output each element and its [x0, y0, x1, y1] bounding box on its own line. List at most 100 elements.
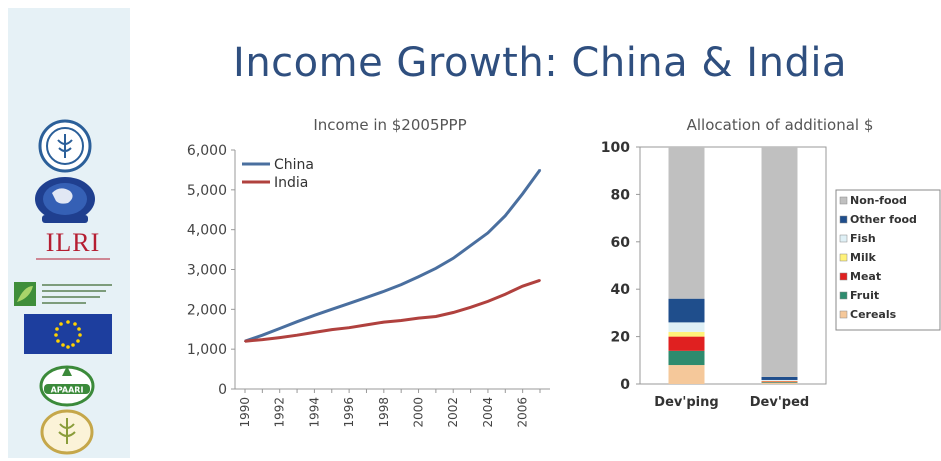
y-tick-label: 0: [620, 377, 630, 393]
legend-swatch: [839, 272, 848, 281]
cgiar-globe-logo: [35, 177, 95, 223]
ilri-logo-text: ILRI: [45, 228, 101, 257]
apaari-logo: APAARI: [39, 365, 95, 407]
x-tick-label: 1990: [238, 397, 252, 428]
apaari-logo-text: APAARI: [51, 386, 84, 395]
y-tick-label: 4,000: [187, 223, 227, 239]
data-point-india: [382, 321, 385, 323]
plot-area: [639, 146, 827, 385]
data-point-india: [417, 317, 420, 319]
data-point-india: [435, 315, 437, 318]
y-tick-label: 60: [611, 235, 631, 251]
bar-segment-fruit: [761, 382, 798, 383]
partner-small-logo: [14, 282, 112, 306]
data-point-india: [244, 340, 246, 343]
legend-swatch: [839, 291, 848, 300]
data-point-india: [469, 306, 472, 309]
logo-sidebar: ILRI APAARI: [8, 8, 130, 458]
y-tick-label: 0: [218, 382, 227, 398]
y-tick-label: 3,000: [187, 263, 227, 279]
bar-segment-fruit: [668, 350, 705, 366]
x-tick-label: 1992: [273, 397, 287, 428]
legend-swatch: [839, 253, 848, 262]
income-line-chart: Income in $2005PPP 0 1,000 2,000 3,000 4,000…: [187, 116, 550, 428]
data-point-india: [261, 338, 264, 341]
data-point-china: [365, 296, 368, 299]
legend-label: Meat: [850, 270, 881, 283]
bar-segment-meat: [761, 381, 798, 383]
data-point-india: [487, 300, 489, 303]
bar-segment-meat: [668, 336, 705, 351]
x-tick-label: 2006: [516, 397, 530, 428]
data-point-china: [296, 320, 298, 323]
data-point-china: [261, 334, 264, 337]
data-point-china: [417, 275, 420, 278]
data-point-india: [313, 331, 316, 334]
bar-chart-title: Allocation of additional $: [687, 116, 874, 134]
y-tick-label: 5,000: [187, 183, 227, 199]
legend-label: Fruit: [850, 289, 879, 302]
data-point-china: [435, 267, 437, 270]
data-point-india: [452, 311, 455, 314]
data-point-china: [382, 290, 385, 293]
y-tick-label: 20: [611, 330, 631, 346]
eu-flag-logo: [24, 314, 112, 354]
legend-label: China: [274, 157, 314, 173]
legend-swatch: [839, 234, 848, 243]
data-point-india: [330, 328, 333, 331]
bar-segment-non-food: [668, 147, 705, 299]
data-point-china: [452, 257, 455, 260]
data-point-china: [539, 169, 541, 171]
legend-label: Fish: [850, 232, 876, 245]
ilri-logo: ILRI: [28, 228, 118, 260]
legend-swatch: [839, 215, 848, 224]
legend-swatch: [839, 196, 848, 205]
fao-logo: [38, 119, 92, 173]
data-point-china: [278, 327, 281, 330]
bar-segment-other-food: [668, 298, 705, 323]
x-tick-label: 1998: [377, 397, 391, 428]
y-tick-label: 2,000: [187, 302, 227, 318]
legend-swatch: [839, 310, 848, 319]
x-tick-label: 1994: [307, 397, 321, 428]
data-point-china: [400, 283, 403, 286]
y-tick-label: 6,000: [187, 143, 227, 159]
data-point-china: [348, 302, 350, 305]
x-tick-label: 2000: [412, 397, 426, 428]
series-line-india: [244, 278, 541, 343]
data-point-china: [313, 314, 316, 317]
y-tick-label: 100: [601, 140, 630, 156]
bar-segment-other-food: [761, 376, 798, 380]
bar-segment-fish: [761, 379, 798, 381]
bar-segment-milk: [668, 331, 705, 337]
slide-title: Income Growth: China & India: [233, 40, 847, 86]
x-category-label: Dev'ping: [654, 395, 718, 410]
x-tick-label: 2004: [481, 397, 495, 428]
legend-label: Cereals: [850, 308, 897, 321]
partner-round-logo: [40, 409, 94, 455]
data-point-india: [296, 334, 298, 337]
data-point-india: [400, 319, 403, 322]
data-point-india: [278, 336, 281, 339]
allocation-bar-chart: Allocation of additional $ 0 20 40 60 80 100 D…: [601, 116, 941, 410]
bar-segment-cereals: [668, 365, 705, 384]
bar-segment-cereals: [761, 382, 798, 384]
data-point-india: [521, 285, 524, 288]
data-point-china: [487, 232, 489, 234]
legend-label: Milk: [850, 251, 876, 264]
data-point-india: [504, 293, 507, 296]
data-point-china: [469, 244, 472, 247]
bar-segment-non-food: [761, 147, 798, 377]
series-line-china: [244, 169, 542, 343]
y-tick-label: 1,000: [187, 342, 227, 358]
x-category-label: Dev'ped: [750, 395, 810, 410]
legend-label: Other food: [850, 213, 917, 226]
data-point-china: [330, 308, 333, 311]
data-point-india: [365, 324, 368, 326]
line-chart-title: Income in $2005PPP: [313, 116, 466, 134]
x-tick-label: 1996: [342, 397, 356, 428]
data-point-china: [521, 192, 524, 195]
legend-box: [835, 189, 941, 331]
data-point-china: [504, 214, 507, 217]
